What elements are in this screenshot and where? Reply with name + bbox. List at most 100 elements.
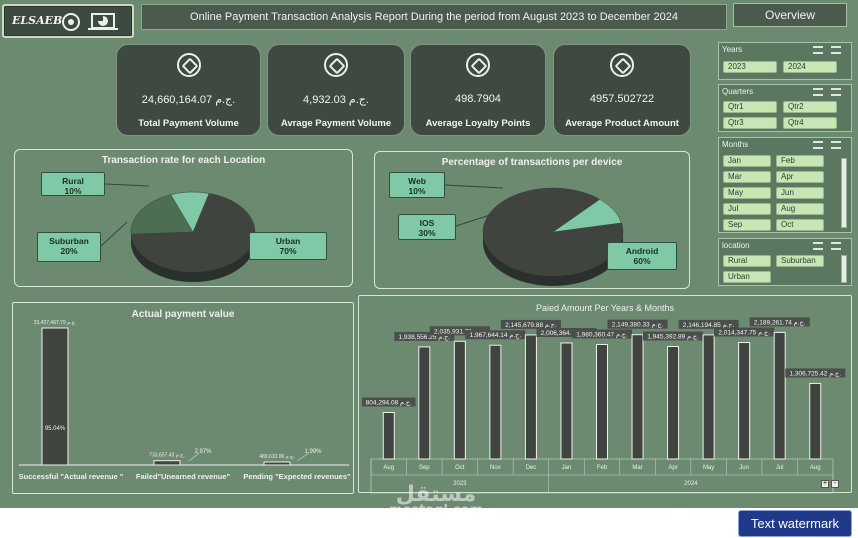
- pie-slice-rural: [170, 191, 210, 233]
- slicer-item-qtr4[interactable]: Qtr4: [783, 117, 837, 129]
- kpi-value: 4,932.03 ج.م.: [303, 94, 369, 106]
- bar: [263, 461, 291, 466]
- text-watermark-button[interactable]: Text watermark: [738, 510, 852, 537]
- slicer-item-jun[interactable]: Jun: [776, 187, 824, 199]
- bar-value-label-bg: [536, 327, 597, 337]
- bar: [738, 342, 751, 460]
- payment-icon: [466, 53, 490, 77]
- callout-rural: Rural 10%: [41, 172, 105, 196]
- bar-value-label-bg: [785, 368, 846, 378]
- slicer-item-mar[interactable]: Mar: [723, 171, 771, 183]
- bar-value-label: 2,149,380.33 ج.م.: [612, 322, 664, 329]
- slicer-title: location: [722, 241, 750, 250]
- slicer-item-jan[interactable]: Jan: [723, 155, 771, 167]
- bar: [702, 334, 715, 460]
- clear-filter-icon[interactable]: [831, 46, 841, 54]
- slice-label: Rural: [62, 176, 84, 186]
- month-label: Sep: [419, 465, 430, 471]
- month-label: Mar: [632, 465, 642, 471]
- month-label: Jun: [739, 465, 749, 471]
- slicer-item-oct[interactable]: Oct: [776, 219, 824, 231]
- kpi-value: 4957.502722: [589, 93, 655, 105]
- callout-ios: IOS 30%: [398, 214, 456, 240]
- slicer-scrollbar[interactable]: [841, 255, 847, 283]
- slicer-item-aug[interactable]: Aug: [776, 203, 824, 215]
- slice-percent: 70%: [279, 246, 297, 256]
- slicer-item-qtr3[interactable]: Qtr3: [723, 117, 777, 129]
- slicer-item-jul[interactable]: Jul: [723, 203, 771, 215]
- logo-text: ELSAEB: [12, 14, 63, 27]
- slicer-item-qtr2[interactable]: Qtr2: [783, 101, 837, 113]
- bar: [809, 382, 822, 460]
- bar-value-label: 1,967,644.14 ج.م.: [470, 332, 522, 339]
- slicer-item-2024[interactable]: 2024: [783, 61, 837, 73]
- bar-percent-label: 95.04%: [45, 426, 66, 432]
- leader-line: [104, 183, 150, 187]
- multi-select-icon[interactable]: [813, 46, 823, 54]
- slice-label: Suburban: [49, 236, 89, 246]
- bar-percent-label: 2.97%: [194, 449, 212, 455]
- clear-filter-icon[interactable]: [831, 88, 841, 96]
- expand-icon[interactable]: +: [821, 480, 829, 488]
- bar-value-label-bg: [394, 331, 455, 341]
- report-title: Online Payment Transaction Analysis Repo…: [141, 4, 727, 30]
- multi-select-icon[interactable]: [813, 242, 823, 250]
- bar-value-label: 2,006,364.76 ج.م.: [541, 330, 593, 337]
- multi-select-icon[interactable]: [813, 141, 823, 149]
- bar: [596, 343, 608, 460]
- payment-icon: [324, 53, 348, 77]
- bar: [524, 334, 537, 460]
- bar-value-label: 804,294.08 ج.م.: [366, 399, 412, 406]
- mostaql-watermark: مستقل mostaql.com: [376, 482, 496, 518]
- bar-value-label-bg: [429, 326, 490, 336]
- slicer-item-suburban[interactable]: Suburban: [776, 255, 824, 267]
- slice-percent: 10%: [64, 186, 82, 196]
- bar: [153, 460, 181, 466]
- collapse-icon[interactable]: -: [831, 480, 839, 488]
- slicer-item-feb[interactable]: Feb: [776, 155, 824, 167]
- actual-payment-chart: 23,437,467.79 ج.م. 95.04% Successful "Actu…: [19, 320, 351, 481]
- clear-filter-icon[interactable]: [831, 141, 841, 149]
- slicer-item-rural[interactable]: Rural: [723, 255, 771, 267]
- bar-value-label: 1,306,725.42 ج.م.: [789, 370, 841, 377]
- slicer-item-may[interactable]: May: [723, 187, 771, 199]
- slicer-item-qtr1[interactable]: Qtr1: [723, 101, 777, 113]
- slicer-item-sep[interactable]: Sep: [723, 219, 771, 231]
- month-label: May: [703, 465, 714, 471]
- slicer-years: Years 2023 2024: [718, 42, 852, 80]
- pie-slice-urban: [130, 193, 256, 273]
- overview-button[interactable]: Overview: [733, 3, 847, 27]
- category-label: Pending "Expected revenues": [243, 472, 351, 481]
- bar-percent-label: 1.99%: [304, 449, 322, 455]
- clear-filter-icon[interactable]: [831, 242, 841, 250]
- payment-icon: [176, 53, 201, 77]
- slicer-item-apr[interactable]: Apr: [776, 171, 824, 183]
- year-label: 2024: [684, 481, 698, 487]
- bar-value-label-bg: [571, 329, 633, 339]
- slicer-location: location Rural Suburban Urban: [718, 238, 852, 286]
- bar-value-label: 1,980,360.47 ج.م.: [576, 331, 628, 338]
- bar-value-label-bg: [607, 319, 668, 329]
- bar-value-label: 733,657.43 ج.م.: [149, 453, 185, 459]
- slicer-title: Years: [722, 45, 743, 54]
- slicer-item-2023[interactable]: 2023: [723, 61, 777, 73]
- bar-value-label-bg: [362, 397, 416, 407]
- bar-value-label: 1,945,392.89 ج.م.: [647, 334, 699, 341]
- multi-select-icon[interactable]: [813, 88, 823, 96]
- bar-value-label: 1,938,556.25 ج.م.: [399, 334, 451, 341]
- month-label: Jan: [562, 465, 572, 471]
- kpi-label: Average Product Amount: [565, 118, 679, 129]
- bar: [667, 346, 680, 460]
- bar: [453, 340, 466, 460]
- bar: [631, 334, 644, 460]
- bar-value-label: 2,189,261.74 ج.م.: [754, 319, 806, 326]
- slicer-scrollbar[interactable]: [841, 158, 847, 228]
- watermark-arabic: مستقل: [395, 482, 477, 507]
- callout-android: Android 60%: [607, 242, 677, 270]
- category-label: Successful "Actual revenue ": [19, 472, 124, 481]
- callout-urban: Urban 70%: [249, 232, 327, 260]
- bar: [560, 342, 573, 460]
- kpi-card-loyalty-points: 498.7904 Average Loyalty Points: [410, 44, 546, 136]
- bar: [489, 344, 502, 460]
- slicer-item-urban[interactable]: Urban: [723, 271, 771, 283]
